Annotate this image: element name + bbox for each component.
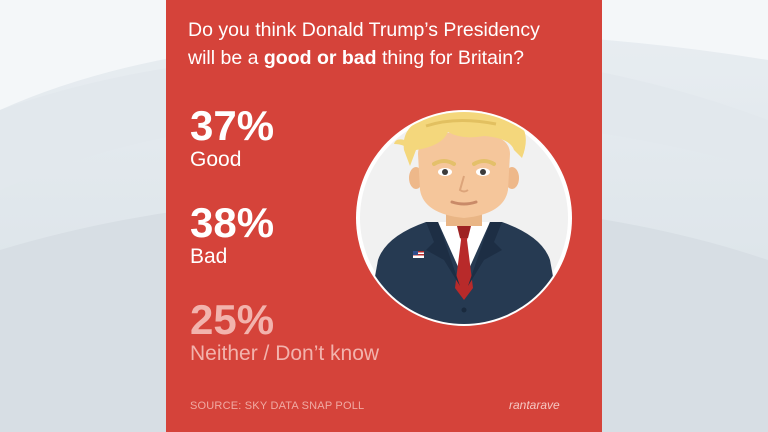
stat-bad: 38% Bad: [190, 201, 274, 269]
stat-bad-label: Bad: [190, 245, 228, 268]
stat-neither-value: 25%: [190, 296, 275, 343]
stat-neither-label: Neither / Don’t know: [190, 342, 380, 365]
stat-good-label: Good: [190, 148, 242, 171]
stat-good: 37% Good: [190, 104, 274, 172]
poll-question: Do you think Donald Trump’s Presidency w…: [188, 16, 588, 72]
trump-portrait-illustration: [356, 110, 572, 326]
source-note: SOURCE: SKY DATA SNAP POLL: [190, 400, 365, 412]
question-line-2-start: will be a: [188, 47, 264, 69]
question-emphasis: good or bad: [263, 47, 377, 69]
question-line-2-end: thing for Britain?: [376, 47, 524, 69]
question-line-1: Do you think Donald Trump’s Presidency: [188, 19, 540, 41]
rantarave-logo: rantarave: [509, 398, 560, 412]
stat-bad-value: 38%: [190, 199, 275, 246]
poll-card: Do you think Donald Trump’s Presidency w…: [166, 0, 602, 432]
stat-good-value: 37%: [190, 102, 275, 149]
stat-neither: 25% Neither / Don’t know: [190, 298, 379, 366]
